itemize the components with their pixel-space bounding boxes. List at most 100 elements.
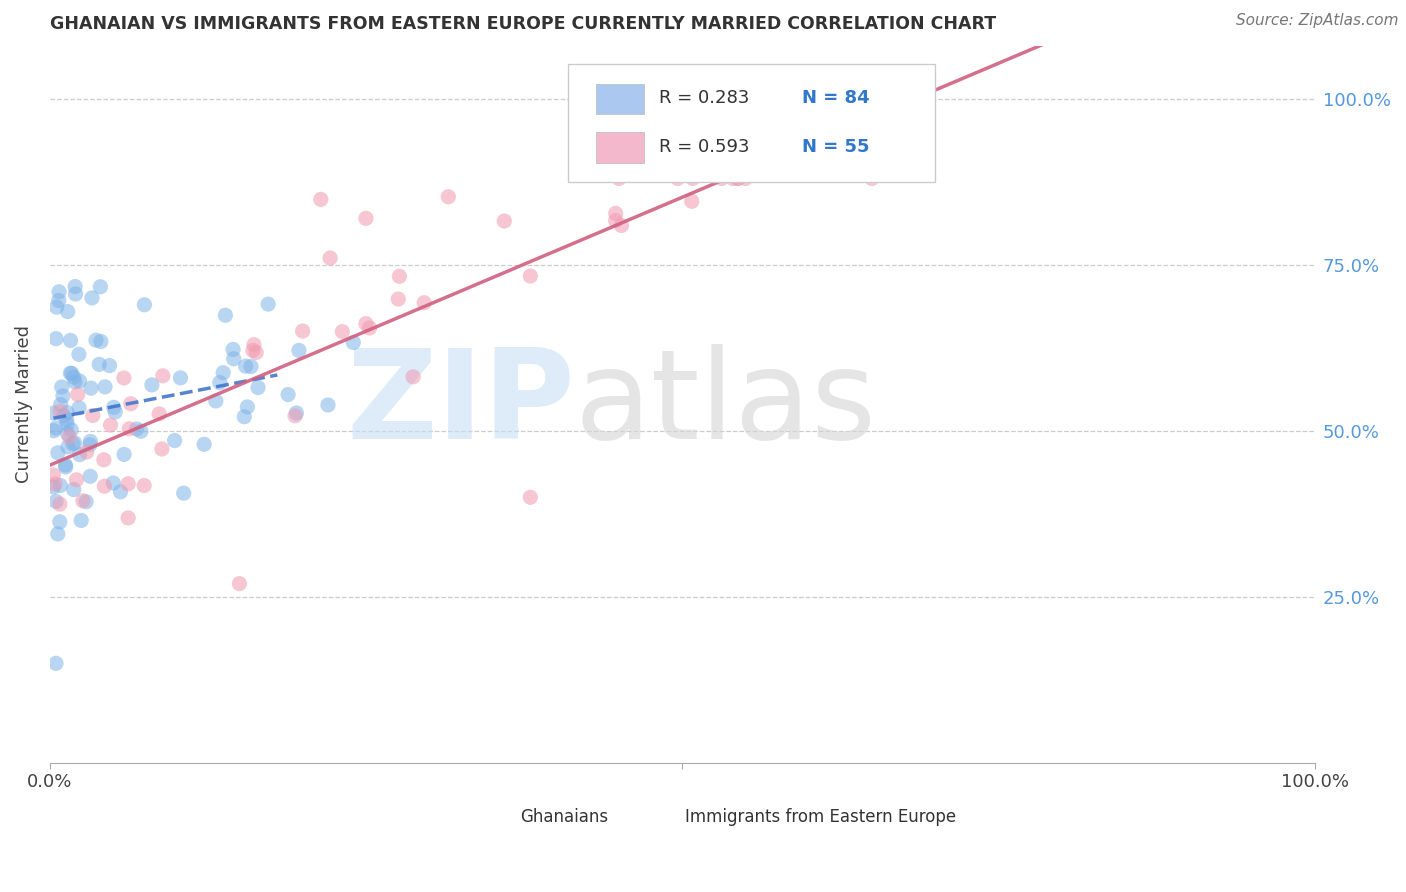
Point xyxy=(63,375,86,389)
Point xyxy=(214,308,236,322)
Point xyxy=(84,333,107,347)
Point xyxy=(359,321,381,335)
Point xyxy=(70,513,93,527)
Point xyxy=(163,434,186,448)
Point xyxy=(666,171,689,186)
Point xyxy=(79,434,101,449)
Point xyxy=(65,473,87,487)
Point xyxy=(89,357,111,371)
Point xyxy=(354,211,377,226)
Point xyxy=(90,334,112,349)
Point xyxy=(605,213,627,227)
Point xyxy=(212,366,235,380)
Point xyxy=(242,343,264,358)
Point xyxy=(727,171,749,186)
Point xyxy=(112,371,135,385)
Point xyxy=(208,376,231,390)
Point xyxy=(55,460,77,475)
Point xyxy=(342,335,364,350)
Point xyxy=(59,334,82,348)
Point xyxy=(205,393,228,408)
Point xyxy=(49,497,72,511)
Point xyxy=(309,193,332,207)
Point xyxy=(681,194,703,209)
Point xyxy=(860,171,883,186)
Point xyxy=(93,452,115,467)
Point xyxy=(388,269,411,284)
Point xyxy=(49,404,72,418)
Point xyxy=(104,405,127,419)
Point xyxy=(48,293,70,308)
Point xyxy=(42,424,65,438)
Point xyxy=(98,359,121,373)
Point xyxy=(118,422,141,436)
Point xyxy=(93,479,115,493)
Y-axis label: Currently Married: Currently Married xyxy=(15,326,32,483)
Point xyxy=(79,469,101,483)
Point xyxy=(316,398,339,412)
Point xyxy=(72,493,94,508)
Point xyxy=(67,401,90,415)
Point xyxy=(610,219,633,233)
Point xyxy=(45,300,67,314)
Point xyxy=(402,369,425,384)
Point xyxy=(169,371,191,385)
Point xyxy=(62,483,84,497)
Text: N = 55: N = 55 xyxy=(803,137,870,156)
Point xyxy=(52,389,75,403)
Point xyxy=(284,409,307,423)
Point xyxy=(82,409,104,423)
Point xyxy=(519,491,541,505)
Point xyxy=(110,484,132,499)
Point xyxy=(46,527,69,541)
Point xyxy=(46,446,69,460)
Text: R = 0.283: R = 0.283 xyxy=(659,89,749,107)
Point xyxy=(75,494,97,508)
Point xyxy=(319,251,342,265)
Point xyxy=(519,268,541,283)
Text: GHANAIAN VS IMMIGRANTS FROM EASTERN EUROPE CURRENTLY MARRIED CORRELATION CHART: GHANAIAN VS IMMIGRANTS FROM EASTERN EURO… xyxy=(49,15,995,33)
Bar xyxy=(596,132,644,162)
Point xyxy=(94,380,117,394)
Text: Ghanaians: Ghanaians xyxy=(520,808,609,826)
Point xyxy=(79,438,101,452)
Point xyxy=(193,437,215,451)
Point xyxy=(277,387,299,401)
Point xyxy=(222,351,245,366)
Text: Immigrants from Eastern Europe: Immigrants from Eastern Europe xyxy=(685,808,956,826)
Point xyxy=(239,359,262,374)
Point xyxy=(42,467,65,482)
Point xyxy=(51,380,73,394)
Point xyxy=(222,343,245,357)
Point xyxy=(117,511,139,525)
Point xyxy=(49,478,72,492)
Point xyxy=(67,347,90,361)
Point xyxy=(56,417,79,431)
Point xyxy=(56,426,79,441)
Point xyxy=(49,515,72,529)
Text: N = 84: N = 84 xyxy=(803,89,870,107)
Point xyxy=(69,448,91,462)
Point xyxy=(44,476,66,491)
Point xyxy=(112,447,135,461)
Point xyxy=(413,295,436,310)
Point xyxy=(437,190,460,204)
Point xyxy=(228,576,250,591)
Point xyxy=(233,409,256,424)
Point xyxy=(100,418,122,433)
Point xyxy=(63,279,86,293)
Point xyxy=(682,171,704,186)
Text: ZIP: ZIP xyxy=(346,343,575,465)
Point xyxy=(62,436,84,450)
Point xyxy=(129,424,152,438)
Point xyxy=(42,406,65,420)
Text: R = 0.593: R = 0.593 xyxy=(659,137,749,156)
Point xyxy=(605,206,627,220)
Point xyxy=(721,171,744,186)
Bar xyxy=(644,803,676,832)
Point xyxy=(710,171,733,186)
Point xyxy=(235,359,257,373)
Point xyxy=(56,304,79,318)
Point xyxy=(246,380,269,394)
Point xyxy=(52,409,75,423)
